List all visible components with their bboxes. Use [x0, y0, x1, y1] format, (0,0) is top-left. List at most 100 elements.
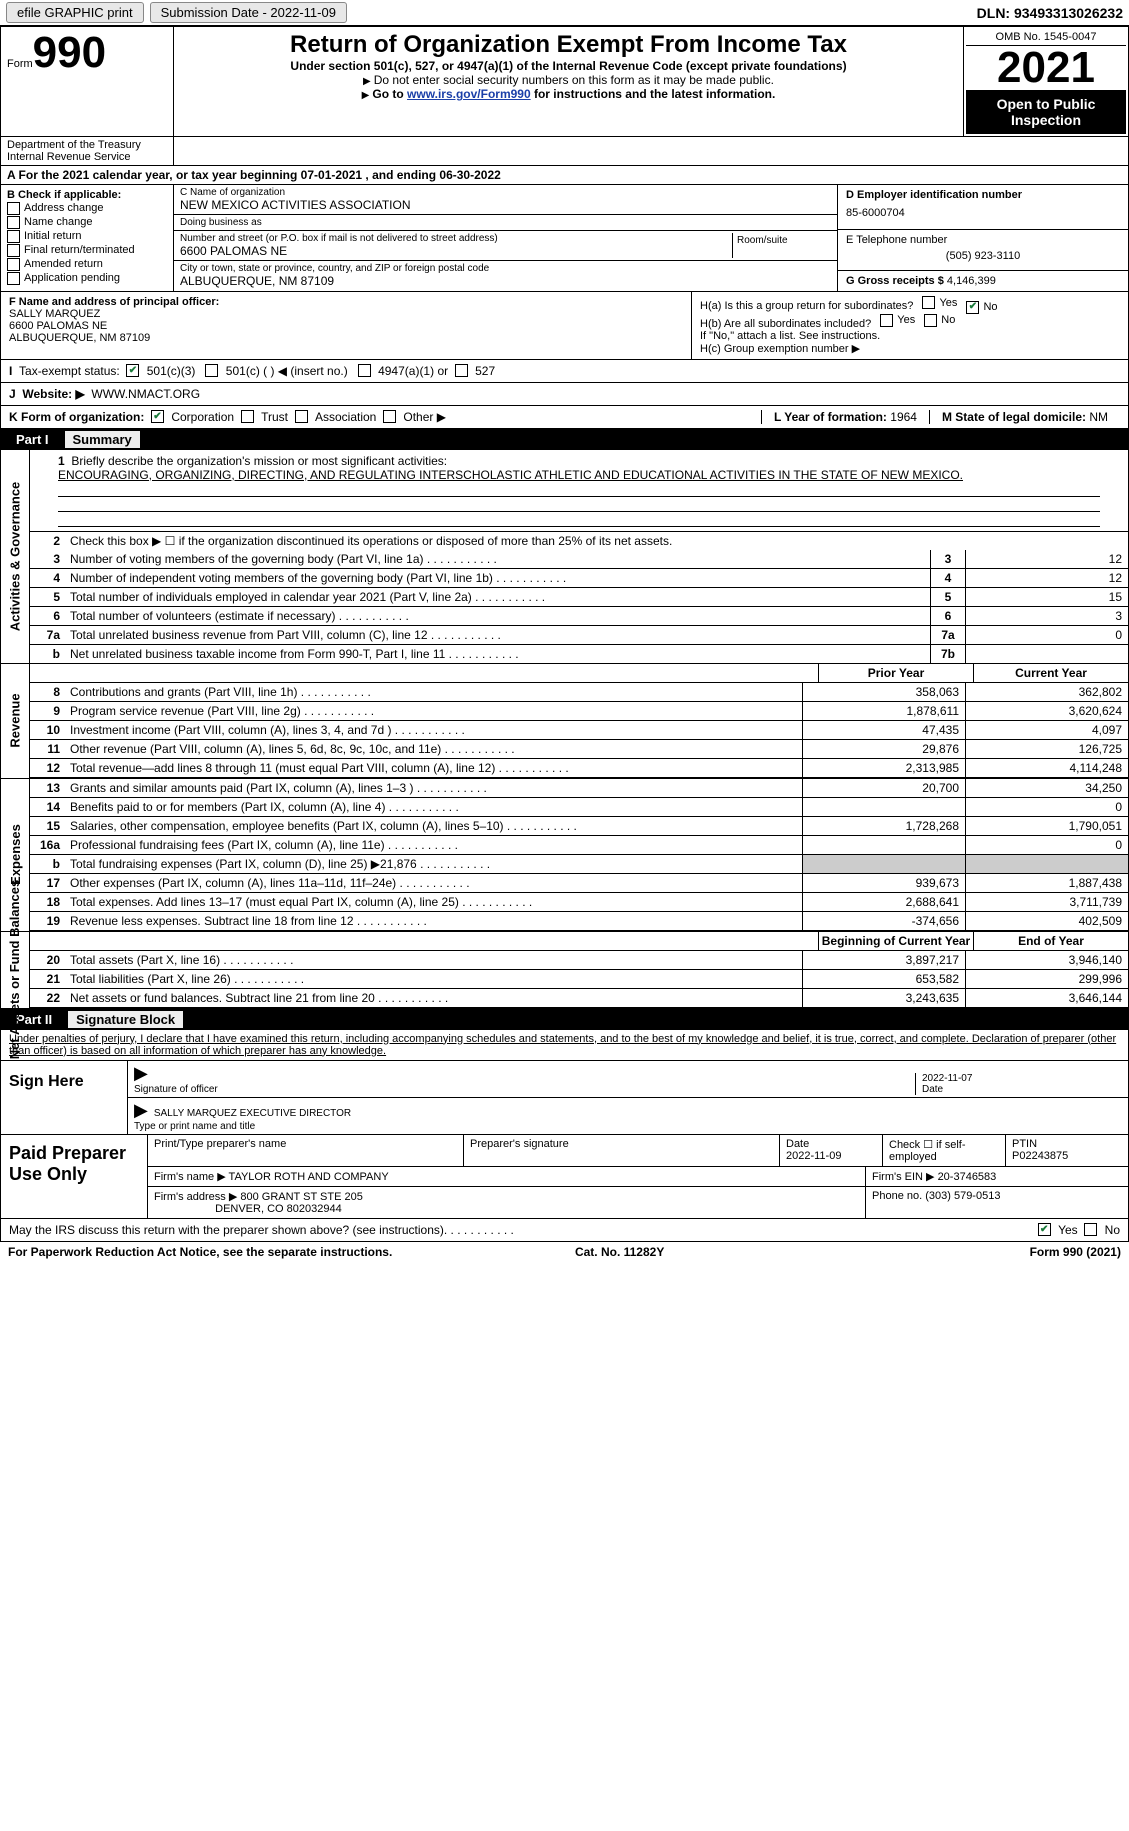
line-num: 16a — [30, 836, 66, 854]
prior-value — [802, 855, 965, 873]
no-label: No — [941, 314, 955, 326]
part2-title: Signature Block — [68, 1011, 183, 1028]
table-row: 11Other revenue (Part VIII, column (A), … — [30, 740, 1128, 759]
chk-4947[interactable] — [358, 364, 371, 377]
ha-no-checkbox[interactable] — [966, 301, 979, 314]
line-desc: Benefits paid to or for members (Part IX… — [66, 798, 802, 816]
officer-addr1: 6600 PALOMAS NE — [9, 320, 107, 332]
line-desc: Salaries, other compensation, employee b… — [66, 817, 802, 835]
officer-name: SALLY MARQUEZ — [9, 308, 100, 320]
line-num: 11 — [30, 740, 66, 758]
current-value: 4,097 — [965, 721, 1128, 739]
table-row: 17Other expenses (Part IX, column (A), l… — [30, 874, 1128, 893]
dba-label: Doing business as — [180, 217, 831, 228]
ha-yes-checkbox[interactable] — [922, 296, 935, 309]
part1-title: Summary — [65, 431, 140, 448]
line-desc: Contributions and grants (Part VIII, lin… — [66, 683, 802, 701]
line-box: 6 — [930, 607, 965, 625]
current-value: 0 — [965, 798, 1128, 816]
org-name: NEW MEXICO ACTIVITIES ASSOCIATION — [180, 198, 831, 212]
note-ssn: Do not enter social security numbers on … — [374, 73, 774, 87]
side-revenue: Revenue — [8, 693, 23, 747]
section-k: K Form of organization: Corporation Trus… — [0, 406, 1129, 429]
side-netassets: Net Assets or Fund Balances — [8, 880, 23, 1059]
col-eoy: End of Year — [973, 932, 1128, 950]
chk-label: Application pending — [24, 272, 120, 284]
line-num: 15 — [30, 817, 66, 835]
discuss-yes-checkbox[interactable] — [1038, 1223, 1051, 1236]
form-number: 990 — [33, 28, 106, 77]
firm-ein-label: Firm's EIN ▶ — [872, 1171, 935, 1183]
officer-addr2: ALBUQUERQUE, NM 87109 — [9, 332, 150, 344]
table-row: 9Program service revenue (Part VIII, lin… — [30, 702, 1128, 721]
line-num: b — [30, 645, 66, 663]
hb-label: H(b) Are all subordinates included? — [700, 318, 871, 330]
line-value: 12 — [965, 569, 1128, 587]
line2-text: Check this box ▶ ☐ if the organization d… — [66, 532, 1128, 550]
gross-value: 4,146,399 — [947, 275, 996, 287]
chk-other[interactable] — [383, 410, 396, 423]
ptin-label: PTIN — [1012, 1138, 1037, 1150]
chk-501c[interactable] — [205, 364, 218, 377]
ein-value: 85-6000704 — [846, 201, 1120, 225]
efile-print-button[interactable]: efile GRAPHIC print — [6, 2, 144, 23]
current-value: 4,114,248 — [965, 759, 1128, 777]
table-row: 18Total expenses. Add lines 13–17 (must … — [30, 893, 1128, 912]
line-num: 5 — [30, 588, 66, 606]
goto-prefix: Go to — [372, 87, 407, 101]
footer-center: Cat. No. 11282Y — [575, 1245, 664, 1259]
ha-label: H(a) Is this a group return for subordin… — [700, 300, 913, 312]
table-row: 8Contributions and grants (Part VIII, li… — [30, 683, 1128, 702]
line-num: 19 — [30, 912, 66, 930]
line-value: 12 — [965, 550, 1128, 568]
part2-header: Part II Signature Block — [0, 1009, 1129, 1030]
line-box: 7b — [930, 645, 965, 663]
line-box: 7a — [930, 626, 965, 644]
prior-value: 653,582 — [802, 970, 965, 988]
footer-right: Form 990 (2021) — [1030, 1245, 1121, 1259]
table-row: 14Benefits paid to or for members (Part … — [30, 798, 1128, 817]
chk-amended-return[interactable]: Amended return — [7, 258, 167, 271]
chk-501c3[interactable] — [126, 364, 139, 377]
chk-527[interactable] — [455, 364, 468, 377]
date-label: Date — [922, 1084, 943, 1095]
year-cell: OMB No. 1545-0047 2021 Open to Public In… — [963, 27, 1128, 136]
line-num: 8 — [30, 683, 66, 701]
col-current: Current Year — [973, 664, 1128, 682]
hb-yes-checkbox[interactable] — [880, 314, 893, 327]
line-num: 22 — [30, 989, 66, 1007]
chk-final-return[interactable]: Final return/terminated — [7, 244, 167, 257]
yes-label: Yes — [939, 297, 957, 309]
check-self[interactable]: Check ☐ if self-employed — [889, 1139, 966, 1163]
line-value: 3 — [965, 607, 1128, 625]
hb-no-checkbox[interactable] — [924, 314, 937, 327]
paid-preparer-label: Paid Preparer Use Only — [1, 1135, 148, 1218]
chk-association[interactable] — [295, 410, 308, 423]
table-row: 6Total number of volunteers (estimate if… — [30, 607, 1128, 626]
table-row: 22Net assets or fund balances. Subtract … — [30, 989, 1128, 1008]
irs-link[interactable]: www.irs.gov/Form990 — [407, 87, 531, 101]
expenses-section: Expenses 13Grants and similar amounts pa… — [0, 779, 1129, 932]
line-desc: Total number of volunteers (estimate if … — [66, 607, 930, 625]
year-formation: 1964 — [890, 410, 917, 424]
submission-date-button[interactable]: Submission Date - 2022-11-09 — [150, 2, 347, 23]
line-num: 21 — [30, 970, 66, 988]
chk-address-change[interactable]: Address change — [7, 202, 167, 215]
line-num: 6 — [30, 607, 66, 625]
sig-officer-label: Signature of officer — [134, 1084, 218, 1095]
opt-assoc: Association — [315, 410, 376, 424]
line-num: 18 — [30, 893, 66, 911]
prior-value: -374,656 — [802, 912, 965, 930]
prior-value: 3,243,635 — [802, 989, 965, 1007]
chk-name-change[interactable]: Name change — [7, 216, 167, 229]
chk-trust[interactable] — [241, 410, 254, 423]
line-desc: Total unrelated business revenue from Pa… — [66, 626, 930, 644]
prior-value: 47,435 — [802, 721, 965, 739]
prior-value: 358,063 — [802, 683, 965, 701]
discuss-no-checkbox[interactable] — [1084, 1223, 1097, 1236]
chk-corporation[interactable] — [151, 410, 164, 423]
table-row: 7aTotal unrelated business revenue from … — [30, 626, 1128, 645]
chk-application-pending[interactable]: Application pending — [7, 272, 167, 285]
chk-initial-return[interactable]: Initial return — [7, 230, 167, 243]
form-org-label: K Form of organization: — [9, 410, 144, 424]
